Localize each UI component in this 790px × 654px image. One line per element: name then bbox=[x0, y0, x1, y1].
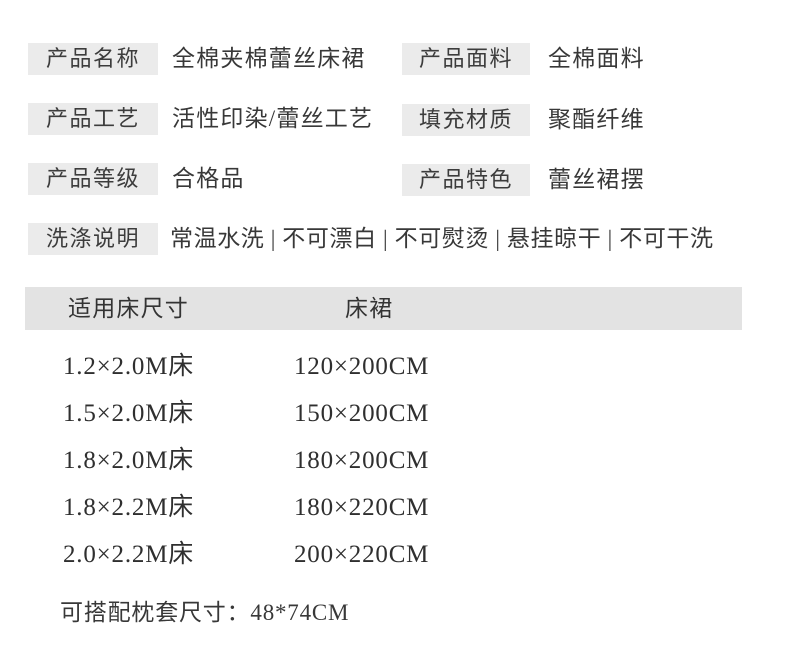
bed-size-cell: 1.8×2.2M床 bbox=[63, 494, 195, 521]
skirt-size-cell: 180×220CM bbox=[294, 494, 430, 521]
bed-size-cell: 1.5×2.0M床 bbox=[63, 400, 195, 427]
pillowcase-note: 可搭配枕套尺寸：48*74CM bbox=[60, 600, 350, 625]
spec-value-grade: 合格品 bbox=[172, 166, 245, 191]
spec-value-filling: 聚酯纤维 bbox=[548, 107, 645, 132]
spec-value-product-name: 全棉夹棉蕾丝床裙 bbox=[172, 46, 366, 71]
spec-value-washing: 常温水洗 | 不可漂白 | 不可熨烫 | 悬挂晾干 | 不可干洗 bbox=[170, 226, 714, 251]
bed-size-cell: 1.2×2.0M床 bbox=[63, 353, 195, 380]
spec-label-product-name: 产品名称 bbox=[28, 43, 158, 75]
spec-label-washing: 洗涤说明 bbox=[28, 223, 158, 255]
spec-label-grade: 产品等级 bbox=[28, 163, 158, 195]
skirt-size-cell: 120×200CM bbox=[294, 353, 430, 380]
skirt-size-cell: 180×200CM bbox=[294, 447, 430, 474]
spec-label-feature: 产品特色 bbox=[402, 164, 530, 196]
skirt-size-cell: 200×220CM bbox=[294, 541, 430, 568]
spec-value-feature: 蕾丝裙摆 bbox=[548, 167, 645, 192]
spec-label-fabric: 产品面料 bbox=[402, 43, 530, 75]
size-table-header-skirt: 床裙 bbox=[345, 296, 394, 321]
spec-label-craft: 产品工艺 bbox=[28, 103, 158, 135]
size-table-header-bed: 适用床尺寸 bbox=[68, 296, 189, 321]
size-table-header-band bbox=[25, 287, 742, 330]
bed-size-cell: 1.8×2.0M床 bbox=[63, 447, 195, 474]
bed-size-cell: 2.0×2.2M床 bbox=[63, 541, 195, 568]
spec-label-filling: 填充材质 bbox=[402, 104, 530, 136]
skirt-size-cell: 150×200CM bbox=[294, 400, 430, 427]
spec-value-craft: 活性印染/蕾丝工艺 bbox=[172, 106, 374, 131]
spec-value-fabric: 全棉面料 bbox=[548, 46, 645, 71]
